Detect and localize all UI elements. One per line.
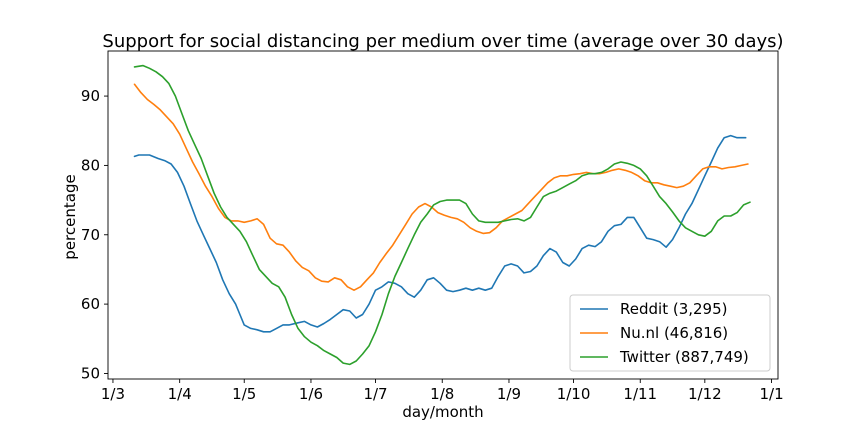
y-tick-label: 80	[81, 156, 100, 174]
x-tick-label: 1/12	[688, 385, 722, 403]
x-tick-label: 1/5	[232, 385, 256, 403]
legend-label-1: Nu.nl (46,816)	[620, 324, 728, 342]
x-axis: 1/3 1/4 1/5 1/6 1/7 1/8 1/9 1/10 1/11 1/12 1/1	[101, 379, 784, 403]
legend: Reddit (3,295) Nu.nl (46,816) Twitter (887…	[569, 294, 771, 372]
series-line-1	[133, 83, 749, 291]
legend-box	[569, 294, 771, 372]
y-axis: 50 60 70 80 90	[81, 87, 108, 382]
series-group	[133, 64, 751, 366]
plot-frame	[107, 50, 779, 380]
y-tick-label: 50	[81, 364, 100, 382]
series-line-2	[133, 64, 751, 366]
y-tick-label: 90	[81, 87, 100, 105]
x-tick-label: 1/7	[363, 385, 387, 403]
x-tick-label: 1/3	[101, 385, 125, 403]
legend-label-0: Reddit (3,295)	[620, 300, 727, 318]
x-tick-label: 1/4	[168, 385, 192, 403]
y-tick-label: 60	[81, 295, 100, 313]
x-tick-label: 1/1	[759, 385, 783, 403]
y-axis-label: percentage	[61, 174, 79, 259]
y-tick-label: 70	[81, 226, 100, 244]
x-tick-label: 1/11	[623, 385, 657, 403]
x-axis-label: day/month	[402, 403, 483, 421]
legend-label-2: Twitter (887,749)	[619, 348, 749, 366]
x-tick-label: 1/8	[430, 385, 454, 403]
chart-title: Support for social distancing per medium…	[102, 31, 783, 52]
series-line-0	[133, 134, 747, 333]
x-tick-label: 1/10	[557, 385, 591, 403]
plot-area	[107, 50, 779, 380]
x-tick-label: 1/9	[497, 385, 521, 403]
x-tick-label: 1/6	[299, 385, 323, 403]
